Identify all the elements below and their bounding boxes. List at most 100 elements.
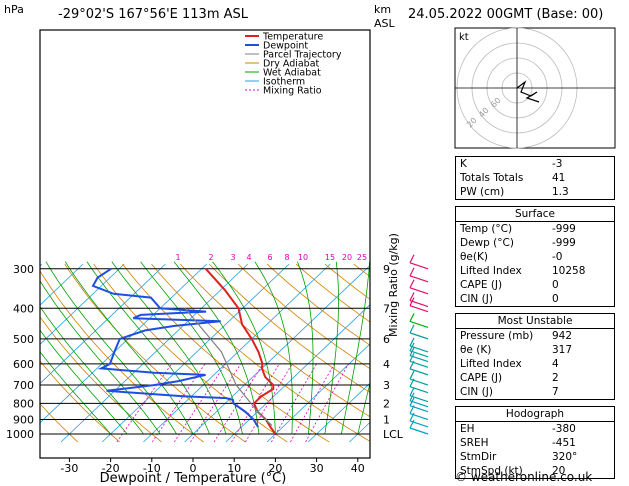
dry-adiabat-line [238, 263, 370, 370]
mixing-ratio-label: 8 [284, 253, 289, 262]
pressure-tick-label: 800 [13, 397, 34, 410]
hpa-label: hPa [4, 3, 24, 16]
wind-barb-flag [409, 419, 415, 429]
x-tick-label: 10 [227, 462, 241, 475]
table-row: CIN (J) 0 [456, 292, 614, 306]
row-label: CIN (J) [460, 293, 493, 305]
table-row: Lifted Index 10258 [456, 264, 614, 278]
km-tick-label: 9 [383, 263, 390, 276]
isotherm-line [307, 382, 370, 443]
legend-label: Isotherm [263, 77, 305, 88]
row-label: StmDir [460, 451, 497, 463]
row-value: 20 [552, 465, 566, 477]
copyright: © weatheronline.co.uk [455, 470, 593, 484]
mixing-ratio-line [213, 363, 264, 443]
row-value: 4 [552, 358, 559, 370]
row-label: CIN (J) [460, 386, 493, 398]
legend-label: Dry Adiabat [263, 59, 320, 70]
mixing-ratio-label: 15 [325, 253, 335, 262]
x-tick-label: -20 [102, 462, 120, 475]
x-axis-label: Dewpoint / Temperature (°C) [100, 471, 287, 486]
wet-adiabat-line [40, 306, 144, 435]
wet-adiabat-line [340, 261, 370, 435]
section-rows: Pressure (mb) 942 θe (K) 317 Lifted Index 4 CA… [456, 328, 614, 399]
km-tick-label: 7 [383, 302, 390, 315]
row-value: -380 [552, 423, 576, 435]
isotherm-line [40, 263, 125, 345]
wind-barb-flag [409, 292, 415, 301]
wind-barb-flag [409, 360, 415, 370]
wind-barb-flag [409, 337, 415, 347]
row-value: -451 [552, 437, 576, 449]
wet-adiabat-line [357, 381, 370, 435]
row-value: 2 [552, 372, 559, 384]
plot-frame [39, 29, 371, 459]
dry-adiabat-line [40, 316, 162, 443]
wind-barb-flag [409, 279, 415, 289]
row-label: K [460, 158, 467, 170]
pressure-tick-label: 600 [13, 358, 34, 371]
pressure-tick-label: 300 [13, 263, 34, 276]
legend-label: Parcel Trajectory [263, 50, 342, 61]
isotherm-line [40, 263, 84, 306]
x-tick-label: 30 [310, 462, 324, 475]
table-row: EH -380 [456, 422, 614, 436]
wind-barb-flag [409, 397, 415, 406]
row-value: 320° [552, 451, 578, 463]
x-tick-label: -30 [60, 462, 78, 475]
hodograph-kt-label: kt [459, 32, 469, 43]
table-row: θe(K) -0 [456, 250, 614, 264]
row-label: Pressure (mb) [460, 330, 534, 342]
row-label: Totals Totals [460, 172, 524, 184]
row-label: CAPE (J) [460, 372, 503, 384]
x-tick-label: 40 [351, 462, 365, 475]
wind-barb-flag [409, 347, 415, 356]
wind-barb-flag [409, 313, 415, 322]
row-value: -999 [552, 237, 576, 249]
wind-barb-flag [409, 387, 415, 396]
x-tick-label: -10 [143, 462, 161, 475]
wind-barb [409, 386, 429, 394]
table-row: CIN (J) 7 [456, 385, 614, 399]
isotherm-line [0, 264, 1, 442]
mixing-ratio-label: 20 [342, 253, 352, 262]
wet-adiabat-line [40, 351, 111, 435]
wind-barb-flag [409, 267, 415, 277]
table-row: CAPE (J) 0 [456, 278, 614, 292]
wind-barb-flag [409, 370, 415, 380]
row-value: 0 [552, 293, 559, 305]
wind-barb [409, 262, 429, 270]
row-value: 942 [552, 330, 573, 342]
wind-barb [409, 299, 429, 308]
table-row: Lifted Index 4 [456, 357, 614, 371]
wind-barb [409, 345, 429, 353]
legend-label: Mixing Ratio [263, 86, 322, 97]
row-value: 0 [552, 279, 559, 291]
dry-adiabat-line [40, 270, 204, 443]
row-value: 7 [552, 386, 559, 398]
km-tick-label: 2 [383, 397, 390, 410]
wind-barb-flag [409, 254, 415, 264]
wind-barb-flag [409, 392, 415, 402]
wind-barb-flag [409, 353, 415, 362]
x-tick-label: 0 [190, 462, 197, 475]
parcel-trajectory-line [184, 307, 273, 426]
row-value: -999 [552, 223, 576, 235]
dry-adiabat-line [180, 263, 370, 418]
table-row: CAPE (J) 2 [456, 371, 614, 385]
table-row: Totals Totals 41 [456, 171, 614, 185]
wind-barb [409, 332, 429, 340]
pressure-tick-label: 700 [13, 379, 34, 392]
table-row: StmDir 320° [456, 450, 614, 464]
wet-adiabat-line [64, 261, 194, 435]
row-label: PW (cm) [460, 186, 505, 198]
mixing-ratio-label: 25 [357, 253, 367, 262]
wind-barb-flag [409, 342, 415, 352]
km-tick-label: 3 [383, 379, 390, 392]
table-row: SREH -451 [456, 436, 614, 450]
row-label: Dewp (°C) [460, 237, 514, 249]
wind-barb [409, 400, 429, 408]
km-tick-label: 4 [383, 358, 390, 371]
